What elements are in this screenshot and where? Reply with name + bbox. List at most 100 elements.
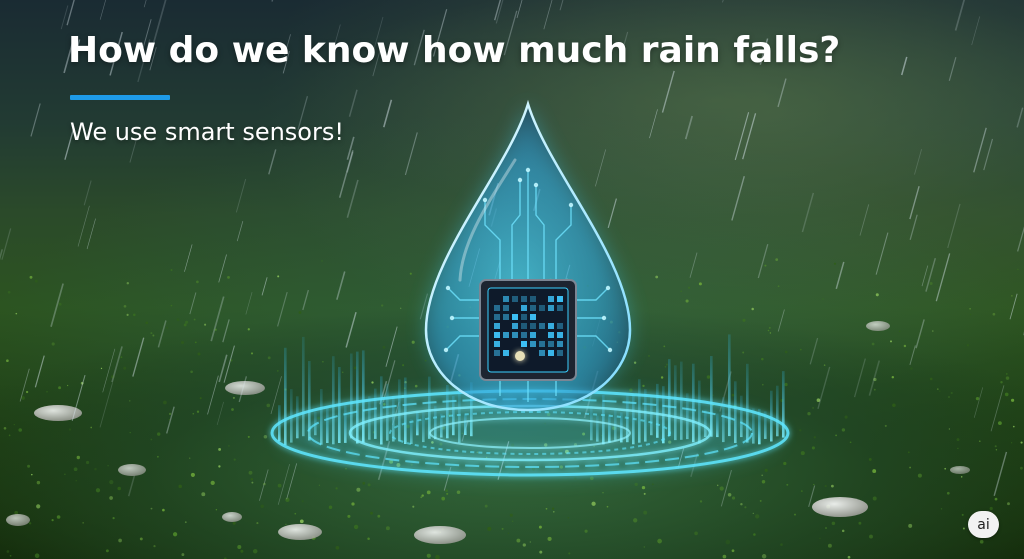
grass-speck [643,510,648,515]
grass-speck [539,550,543,554]
grass-speck [232,396,235,399]
grass-speck [764,264,767,267]
grass-speck [168,412,172,416]
rain-streak [137,39,151,83]
grass-speck [759,499,762,502]
grass-speck [722,554,727,559]
grass-speck [950,391,953,395]
grass-speck [250,478,254,481]
grass-speck [58,386,62,390]
rain-streak [302,289,310,311]
rain-streak [166,406,175,434]
chip-cell [503,296,509,302]
grass-speck [183,323,187,327]
grass-speck [633,361,637,364]
rain-streak [143,0,147,8]
grass-speck [218,465,221,468]
grass-speck [215,508,218,511]
grass-speck [529,541,531,543]
grass-speck [812,406,815,409]
grass-speck [685,299,689,303]
signal-bar [398,379,401,442]
rain-streak [853,358,866,398]
rain-streak [543,0,553,30]
grass-speck [975,396,980,401]
rain-streak [60,5,69,30]
grass-speck [237,545,242,549]
grass-speck [940,508,943,510]
chip-cell [539,323,545,329]
grass-speck [507,532,510,534]
grass-speck [871,342,875,346]
grass-speck [568,552,571,555]
rain-streak [385,326,398,367]
grass-speck [484,504,488,508]
signal-bar [380,376,383,445]
grass-speck [411,340,415,344]
rain-streak [817,366,831,410]
signal-bar [752,408,755,444]
grass-speck [799,348,802,351]
grass-speck [553,511,555,513]
signal-bar [344,405,347,443]
rain-streak [757,244,769,279]
grass-speck [989,506,993,511]
rain-streak [914,149,923,175]
signal-bar [674,365,677,441]
grass-speck [712,394,714,396]
signal-bar [734,381,737,443]
grass-speck [139,537,143,541]
grass-speck [742,351,745,354]
grass-speck [545,507,548,510]
signal-bar [644,389,647,442]
grass-speck [123,304,127,308]
rain-streak [1016,107,1024,128]
grass-speck [602,491,604,494]
rain-streak [99,382,114,428]
rain-streak [111,346,123,383]
grass-speck [891,375,895,379]
grass-speck [51,519,54,522]
signal-bar [698,380,701,444]
rain-streak [875,232,889,275]
grass-speck [799,429,802,432]
grass-speck [90,426,93,429]
signal-bar [446,385,449,439]
rain-streak [71,374,86,421]
chip-cell [548,323,554,329]
grass-speck [979,539,984,544]
rain-streak [921,265,929,287]
rain-streak [189,292,197,315]
grass-speck [889,340,893,343]
rain-streak [127,475,136,497]
grass-speck [917,473,922,478]
rain-streak [954,0,965,31]
grass-speck [768,326,771,329]
rain-streak [607,198,617,229]
rain-streak [868,360,881,396]
grass-speck [190,370,193,374]
grass-speck [345,468,347,470]
grass-speck [794,513,796,516]
grass-speck [784,382,788,387]
rain-streak [218,354,228,383]
page-title: How do we know how much rain falls? [68,30,841,71]
grass-speck [660,376,664,379]
chip-cell [521,332,527,338]
grass-speck [194,341,197,344]
chip-cell [503,314,509,320]
grass-speck [868,457,872,461]
grass-speck [299,519,304,524]
grass-speck [441,496,446,501]
grass-speck [1000,381,1003,384]
chip-cell [494,350,500,356]
grass-speck [642,384,645,388]
grass-speck [960,476,963,478]
grass-speck [819,537,821,540]
rain-streak [86,218,96,250]
grass-speck [875,293,879,297]
grass-speck [426,490,431,495]
grass-speck [858,521,862,525]
rain-streak [516,0,523,19]
grass-speck [210,480,215,486]
